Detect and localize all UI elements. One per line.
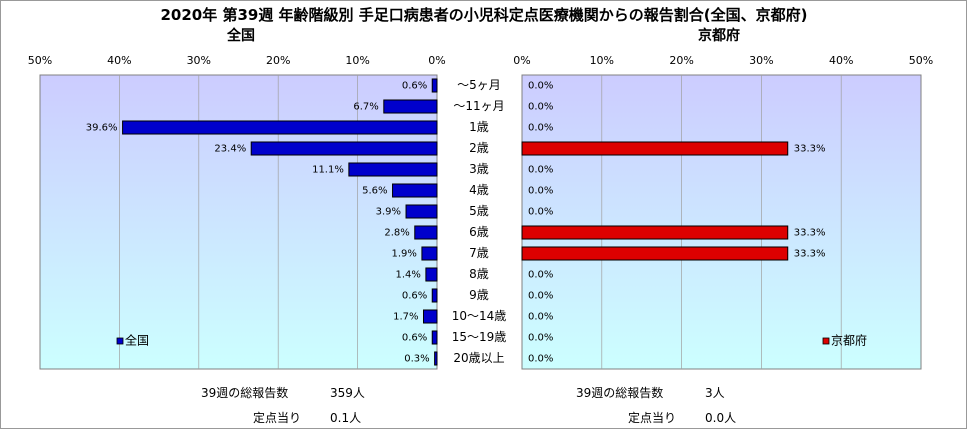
kyoto-data-label: 0.0% xyxy=(528,354,553,365)
category-label: 〜11ヶ月 xyxy=(453,99,504,113)
national-bar xyxy=(431,330,438,345)
national-bar xyxy=(405,204,438,219)
national-data-label: 5.6% xyxy=(362,186,387,197)
national-bar xyxy=(392,183,438,198)
national-bar xyxy=(431,78,438,93)
kyoto-data-label: 33.3% xyxy=(794,144,826,155)
national-tick-label: 30% xyxy=(187,54,211,67)
national-bar xyxy=(348,162,438,177)
national-tick-label: 20% xyxy=(266,54,290,67)
national-bar xyxy=(122,120,438,135)
national-per-site-label: 定点当り xyxy=(253,411,302,425)
kyoto-total-label: 39週の総報告数 xyxy=(576,386,664,400)
national-data-label: 23.4% xyxy=(214,144,246,155)
national-data-label: 11.1% xyxy=(312,165,344,176)
national-chart-title: 全国 xyxy=(227,28,255,44)
category-label: 8歳 xyxy=(469,267,489,281)
national-data-label: 0.3% xyxy=(404,354,429,365)
category-label: 〜5ヶ月 xyxy=(457,78,501,92)
kyoto-data-label: 0.0% xyxy=(528,333,553,344)
category-label: 6歳 xyxy=(469,225,489,239)
kyoto-data-label: 0.0% xyxy=(528,81,553,92)
kyoto-chart-title: 京都府 xyxy=(698,28,740,44)
national-plot-area xyxy=(39,74,438,370)
category-label: 15〜19歳 xyxy=(452,330,507,344)
national-bar xyxy=(414,225,438,240)
category-label: 2歳 xyxy=(469,141,489,155)
category-label: 10〜14歳 xyxy=(452,309,507,323)
kyoto-plot-area xyxy=(521,74,922,370)
national-data-label: 0.6% xyxy=(402,81,427,92)
kyoto-tick-label: 20% xyxy=(669,54,693,67)
kyoto-data-label: 0.0% xyxy=(528,207,553,218)
category-label: 5歳 xyxy=(469,204,489,218)
national-legend-label: 全国 xyxy=(125,333,149,348)
category-label: 1歳 xyxy=(469,120,489,134)
kyoto-per-site-label: 定点当り xyxy=(628,411,677,425)
national-tick-label: 50% xyxy=(28,54,52,67)
category-label: 7歳 xyxy=(469,246,489,260)
national-data-label: 0.6% xyxy=(402,291,427,302)
national-tick-label: 10% xyxy=(345,54,369,67)
category-label: 4歳 xyxy=(469,183,489,197)
kyoto-data-label: 0.0% xyxy=(528,123,553,134)
category-label: 9歳 xyxy=(469,288,489,302)
kyoto-bar xyxy=(521,246,789,261)
category-label: 3歳 xyxy=(469,162,489,176)
national-legend-swatch xyxy=(116,337,124,345)
national-bar xyxy=(383,99,438,114)
national-data-label: 1.7% xyxy=(393,312,418,323)
kyoto-tick-label: 0% xyxy=(513,54,530,67)
kyoto-tick-label: 30% xyxy=(749,54,773,67)
kyoto-tick-label: 10% xyxy=(590,54,614,67)
national-bar xyxy=(425,267,438,282)
kyoto-data-label: 0.0% xyxy=(528,186,553,197)
kyoto-legend-label: 京都府 xyxy=(831,333,867,348)
national-bar xyxy=(434,351,438,366)
national-bar xyxy=(421,246,438,261)
chart-title: 2020年 第39週 年齢階級別 手足口病患者の小児科定点医療機関からの報告割合… xyxy=(160,6,808,24)
national-data-label: 6.7% xyxy=(353,102,378,113)
kyoto-data-label: 33.3% xyxy=(794,249,826,260)
national-bar xyxy=(431,288,438,303)
national-tick-label: 0% xyxy=(428,54,445,67)
kyoto-data-label: 0.0% xyxy=(528,102,553,113)
kyoto-data-label: 0.0% xyxy=(528,312,553,323)
kyoto-legend-swatch xyxy=(822,337,830,345)
national-data-label: 1.9% xyxy=(392,249,417,260)
national-bar xyxy=(250,141,438,156)
national-per-site-value: 0.1人 xyxy=(330,411,362,425)
kyoto-total-value: 3人 xyxy=(705,386,725,400)
kyoto-data-label: 0.0% xyxy=(528,270,553,281)
national-data-label: 1.4% xyxy=(395,270,420,281)
kyoto-data-label: 0.0% xyxy=(528,291,553,302)
national-bar xyxy=(423,309,438,324)
kyoto-tick-label: 50% xyxy=(909,54,933,67)
national-data-label: 2.8% xyxy=(384,228,409,239)
national-total-value: 359人 xyxy=(330,386,365,400)
national-data-label: 0.6% xyxy=(402,333,427,344)
national-data-label: 39.6% xyxy=(86,123,118,134)
kyoto-bar xyxy=(521,225,789,240)
kyoto-data-label: 33.3% xyxy=(794,228,826,239)
category-label: 20歳以上 xyxy=(453,351,504,365)
kyoto-bar xyxy=(521,141,789,156)
national-data-label: 3.9% xyxy=(376,207,401,218)
kyoto-per-site-value: 0.0人 xyxy=(705,411,737,425)
national-tick-label: 40% xyxy=(107,54,131,67)
national-total-label: 39週の総報告数 xyxy=(201,386,289,400)
kyoto-data-label: 0.0% xyxy=(528,165,553,176)
kyoto-tick-label: 40% xyxy=(829,54,853,67)
